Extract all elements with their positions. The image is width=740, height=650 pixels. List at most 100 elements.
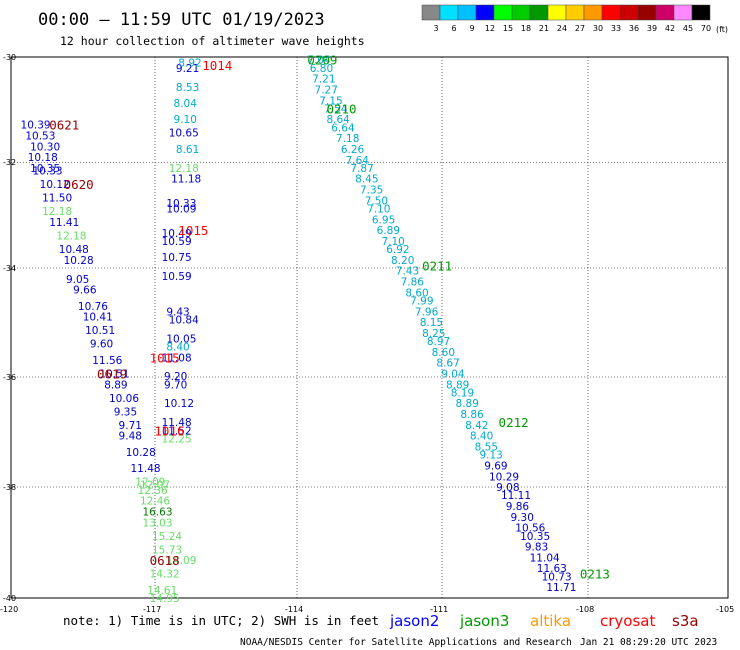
legend-swatch <box>673 4 693 21</box>
legend-label: 36 <box>629 24 639 33</box>
wave-height-label: 13.03 <box>142 517 172 529</box>
legend-swatch <box>457 4 477 21</box>
legend-swatch <box>619 4 639 21</box>
satellite-cryosat: cryosat <box>600 612 655 630</box>
wave-height-label: 12.18 <box>169 163 199 175</box>
wave-height-label: 7.99 <box>410 295 433 307</box>
wave-height-label: 10.35 <box>520 531 550 543</box>
wave-height-label: 11.63 <box>537 563 567 575</box>
pass-time-label: 0212 <box>499 415 529 430</box>
wave-height-label: 7.54 <box>324 103 348 115</box>
lat-label: -40 <box>3 594 16 603</box>
legend-swatch <box>583 4 603 21</box>
wave-height-label: 10.65 <box>169 128 199 140</box>
wave-height-label: 10.48 <box>59 244 89 256</box>
wave-height-color-legend: 3 6 9 12 15 18 21 24 27 30 33 36 39 42 45 70 <box>421 4 711 33</box>
wave-height-label: 11.56 <box>92 355 122 367</box>
wave-height-label: 12.18 <box>42 206 72 218</box>
pass-time-label: 0213 <box>580 567 610 582</box>
wave-height-label: 9.60 <box>90 339 113 351</box>
pass-time-label: 0211 <box>422 258 452 273</box>
wave-height-label: 8.15 <box>420 317 443 329</box>
wave-height-label: 8.86 <box>460 409 484 421</box>
wave-height-label: 9.71 <box>119 420 142 432</box>
wave-height-label: 8.67 <box>436 358 459 370</box>
legend-swatch <box>637 4 657 21</box>
pass-time-label: 0620 <box>64 177 94 192</box>
legend-label: 9 <box>469 24 474 33</box>
wave-height-label: 12.09 <box>135 477 165 489</box>
wave-height-label: 7.18 <box>336 133 359 145</box>
legend-label: 21 <box>539 24 549 33</box>
legend-unit: (ft) <box>716 25 728 34</box>
wave-height-label: 14.61 <box>147 585 177 597</box>
wave-height-label: 14.09 <box>166 555 196 567</box>
latitude-labels: -30 -32 -34 -36 -38 -40 <box>3 53 16 603</box>
wave-height-label: 8.97 <box>427 336 450 348</box>
lon-label: -108 <box>576 605 594 614</box>
legend-swatch <box>511 4 531 21</box>
wave-height-label: 11.71 <box>546 582 576 594</box>
legend-label: 15 <box>503 24 513 33</box>
legend-swatch <box>421 4 441 21</box>
wave-height-label: 7.96 <box>415 306 439 318</box>
pass-time-label: 1015 <box>178 223 208 238</box>
wave-height-label: 7.10 <box>381 236 404 248</box>
pass-time-label: 0619 <box>97 366 127 381</box>
wave-height-label: 6.80 <box>310 63 333 75</box>
wave-height-label: 12.46 <box>140 496 170 508</box>
wave-height-label: 8.45 <box>355 174 378 186</box>
wave-height-label: 8.89 <box>456 398 479 410</box>
wave-height-label: 10.29 <box>489 471 519 483</box>
wave-height-label: 8.19 <box>451 387 474 399</box>
lat-label: -30 <box>3 53 16 62</box>
satellite-legend: jason2 jason3 altika cryosat s3a <box>389 612 699 630</box>
wave-height-label: 11.50 <box>42 193 72 205</box>
satellite-jason2: jason2 <box>389 612 439 630</box>
legend-label: 39 <box>647 24 657 33</box>
satellite-jason3: jason3 <box>459 612 509 630</box>
wave-height-label: 11.18 <box>171 174 201 186</box>
lat-label: -34 <box>3 264 16 273</box>
wave-height-label: 10.73 <box>542 571 572 583</box>
pass-time-label: 1014 <box>202 58 232 73</box>
wave-height-label: 9.30 <box>511 512 534 524</box>
wave-height-label: 7.04 <box>307 55 331 67</box>
wave-height-label: 10.56 <box>515 523 545 535</box>
page-subtitle: 12 hour collection of altimeter wave hei… <box>60 34 365 48</box>
wave-height-label: 7.35 <box>360 185 383 197</box>
pass-time-labels: 0209 0210 0211 0212 0213 0621 0620 0619 0618 1014… <box>49 53 610 582</box>
wave-height-label: 10.09 <box>166 203 196 215</box>
wave-height-label: 9.43 <box>166 306 189 318</box>
wave-height-label: 8.92 <box>178 57 201 69</box>
wave-height-label: 7.86 <box>401 277 425 289</box>
wave-height-label: 10.51 <box>99 368 129 380</box>
wave-height-label: 9.04 <box>441 368 465 380</box>
wave-height-label: 16.63 <box>142 506 172 518</box>
lat-label: -38 <box>3 483 16 492</box>
wave-height-label: 10.05 <box>166 333 196 345</box>
wave-height-label: 6.95 <box>372 214 395 226</box>
legend-swatch <box>439 4 459 21</box>
wave-height-label: 10.51 <box>85 325 115 337</box>
lon-label: -117 <box>143 605 161 614</box>
wave-height-label: 6.64 <box>331 122 355 134</box>
wave-height-label: 8.89 <box>104 379 127 391</box>
wave-height-label: 10.49 <box>162 228 192 240</box>
lon-label: -120 <box>0 605 18 614</box>
legend-swatch <box>475 4 495 21</box>
wave-height-label: 8.89 <box>446 379 469 391</box>
wave-height-label: 10.59 <box>162 236 192 248</box>
pass-time-label: 0209 <box>307 53 337 68</box>
footer-timestamp: Jan 21 08:29:20 UTC 2023 <box>580 637 717 648</box>
wave-height-label: 10.12 <box>164 398 194 410</box>
legend-label: 42 <box>665 24 675 33</box>
satellite-s3a: s3a <box>672 612 699 630</box>
wave-height-label: 9.83 <box>525 542 548 554</box>
wave-height-label: 12.18 <box>56 231 86 243</box>
legend-label: 12 <box>485 24 495 33</box>
wave-height-label: 10.41 <box>83 312 113 324</box>
wave-height-label: 9.35 <box>114 406 137 418</box>
wave-height-label: 9.13 <box>479 450 502 462</box>
legend-label: 70 <box>701 24 711 33</box>
